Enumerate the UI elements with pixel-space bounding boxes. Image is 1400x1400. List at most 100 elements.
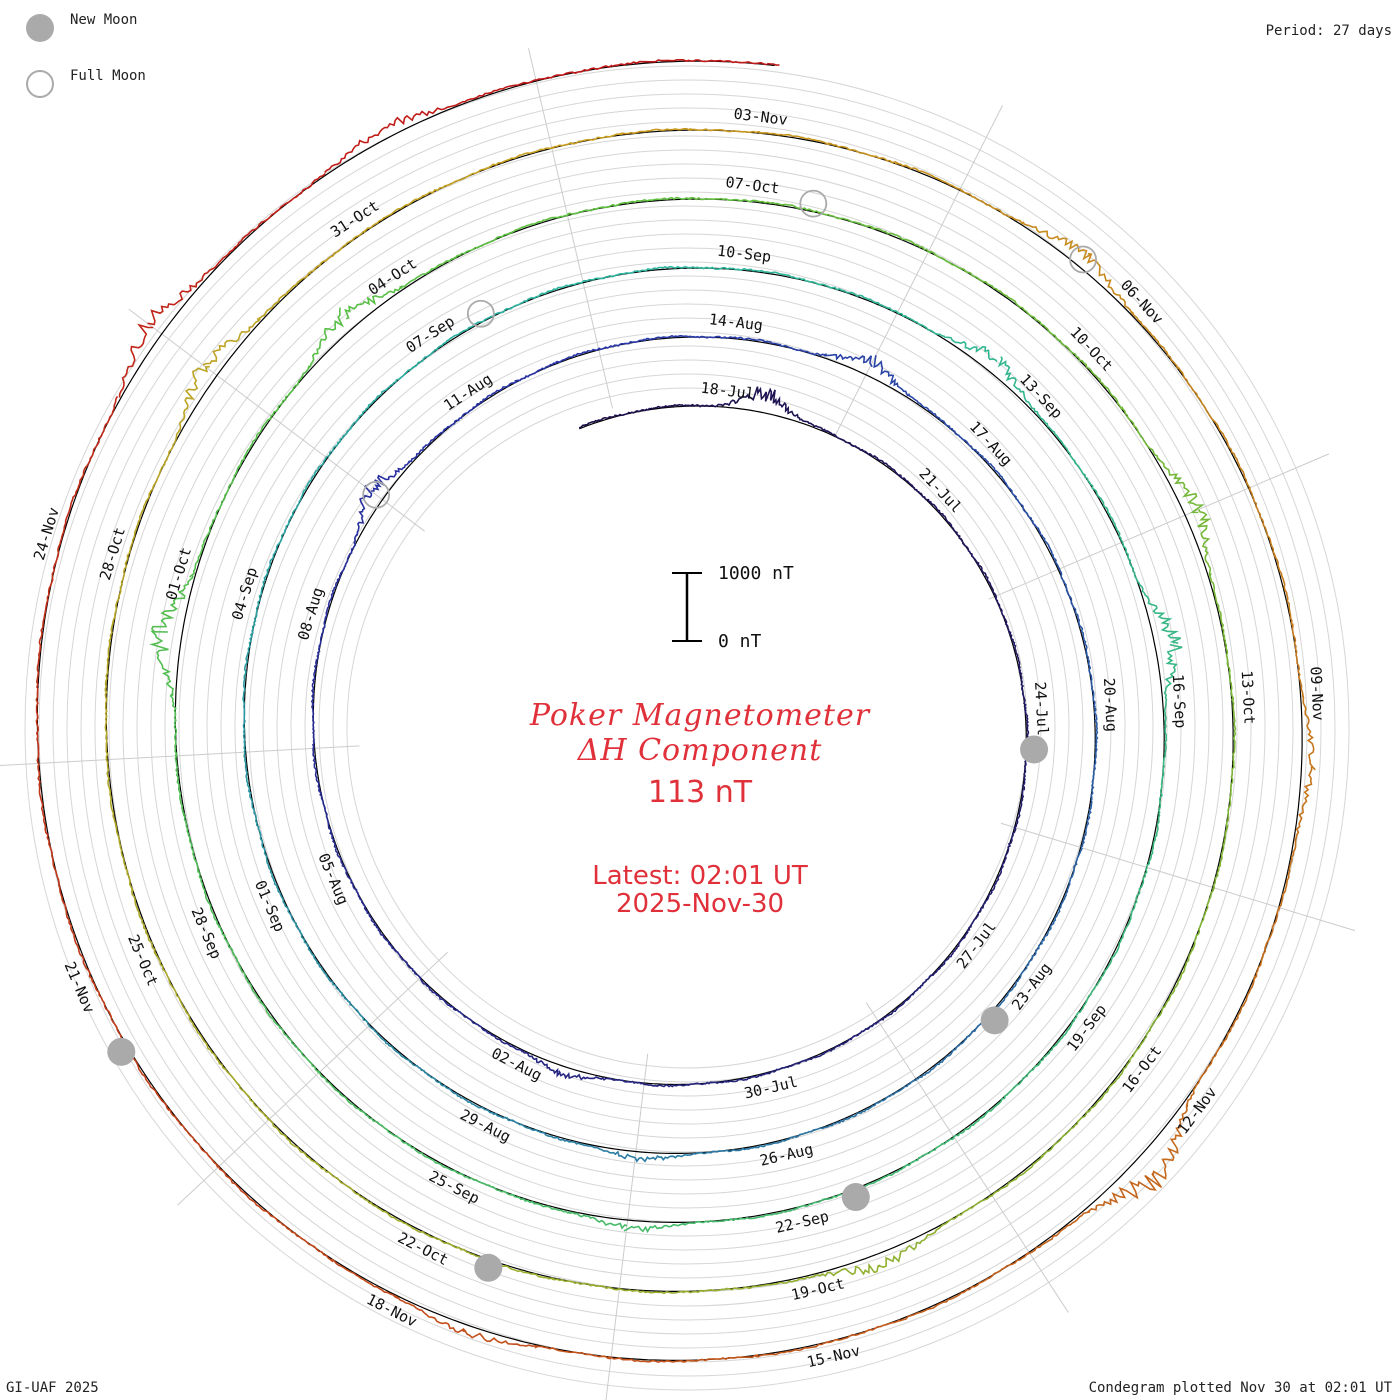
series-segment — [462, 1327, 539, 1348]
series-segment — [566, 201, 631, 216]
date-label: 18-Jul — [700, 379, 756, 403]
series-segment — [368, 1025, 408, 1061]
series-segment — [1291, 623, 1304, 698]
full-moon-marker — [466, 299, 495, 328]
series-segment — [534, 1345, 612, 1360]
day-spoke — [177, 951, 448, 1206]
series-segment — [306, 944, 338, 988]
legend-full-moon-label: Full Moon — [70, 68, 146, 84]
series-segment — [147, 271, 209, 326]
date-label: 11-Aug — [440, 370, 495, 415]
series-segment — [282, 900, 309, 946]
series-segment — [329, 830, 348, 874]
series-segment — [202, 318, 261, 366]
series-segment — [959, 188, 1025, 225]
series-segment — [750, 199, 815, 213]
series-segment — [758, 131, 831, 146]
series-segment — [907, 393, 947, 426]
series-segment — [60, 465, 87, 539]
series-segment — [458, 1172, 516, 1197]
grid-ring — [262, 303, 1112, 1153]
series-segment — [600, 1076, 645, 1085]
series-segment — [804, 1043, 845, 1062]
series-segment — [1191, 887, 1215, 952]
series-segment — [407, 1143, 462, 1175]
series-segment — [688, 196, 754, 203]
series-segment — [928, 250, 986, 283]
series-segment — [169, 693, 178, 757]
series-segment — [934, 1194, 993, 1233]
series-segment — [928, 501, 956, 533]
series-segment — [104, 621, 115, 693]
grid-ring — [80, 121, 1294, 1335]
series-segment — [44, 538, 63, 613]
series-segment — [1225, 761, 1235, 828]
date-label: 20-Aug — [1100, 677, 1121, 732]
series-segment — [174, 753, 186, 816]
series-segment — [90, 978, 129, 1049]
new-moon-icon — [26, 14, 54, 42]
series-segment — [243, 751, 254, 804]
series-segment — [1087, 1060, 1132, 1114]
series-segment — [1103, 920, 1131, 974]
series-segment — [579, 415, 615, 429]
grid-ring — [94, 135, 1280, 1321]
series-segment — [551, 1277, 620, 1291]
series-segment — [1209, 572, 1226, 639]
current-value: 113 nT — [647, 775, 753, 810]
series-segment — [1065, 447, 1098, 494]
series-segment — [245, 977, 281, 1029]
series-segment — [308, 230, 367, 275]
series-segment — [755, 1340, 831, 1358]
series-segment — [115, 823, 134, 892]
series-segment — [1186, 1040, 1225, 1107]
series-segment — [177, 365, 210, 433]
series-segment — [830, 1104, 876, 1127]
series-segment — [834, 434, 871, 456]
series-segment — [1157, 757, 1165, 814]
series-segment — [953, 530, 979, 564]
series-segment — [1026, 1211, 1091, 1256]
date-label: 31-Oct — [327, 197, 382, 242]
series-segment — [899, 475, 931, 504]
full-moon-icon — [26, 70, 54, 98]
day-spoke — [605, 1053, 649, 1400]
series-segment — [611, 59, 690, 68]
grid-ring — [108, 149, 1266, 1307]
series-segment — [827, 1319, 901, 1344]
date-label: 18-Nov — [364, 1290, 420, 1331]
series-segment — [1221, 975, 1256, 1044]
date-label: 13-Oct — [1238, 670, 1259, 725]
series-segment — [1058, 568, 1077, 614]
series-segment — [689, 128, 762, 134]
date-label: 10-Sep — [716, 242, 772, 266]
series-segment — [104, 688, 109, 760]
series-segment — [126, 490, 152, 559]
series-segment — [311, 703, 316, 749]
legend-full-moon: Full Moon — [26, 68, 146, 98]
series-segment — [150, 575, 194, 633]
series-segment — [264, 172, 326, 222]
series-segment — [1093, 705, 1099, 754]
series-segment — [399, 256, 456, 289]
series-segment — [325, 416, 361, 458]
series-segment — [1273, 554, 1294, 627]
series-segment — [1040, 1109, 1090, 1158]
series-segment — [778, 343, 827, 357]
series-segment — [613, 407, 651, 417]
series-segment — [149, 429, 181, 495]
scale-bar-bottom-label: 0 nT — [718, 631, 762, 652]
grid-ring — [52, 93, 1322, 1363]
series-segment — [1036, 526, 1061, 570]
series-segment — [1001, 827, 1017, 868]
series-segment — [105, 756, 117, 827]
series-segment — [387, 101, 463, 128]
series-segment — [642, 334, 691, 342]
series-segment — [795, 277, 848, 294]
date-label: 25-Oct — [124, 932, 162, 989]
series-segment — [767, 62, 780, 66]
chart-title: Poker Magnetometer ΔH Component — [0, 698, 1400, 768]
day-spoke — [834, 105, 1003, 436]
series-segment — [149, 630, 175, 697]
